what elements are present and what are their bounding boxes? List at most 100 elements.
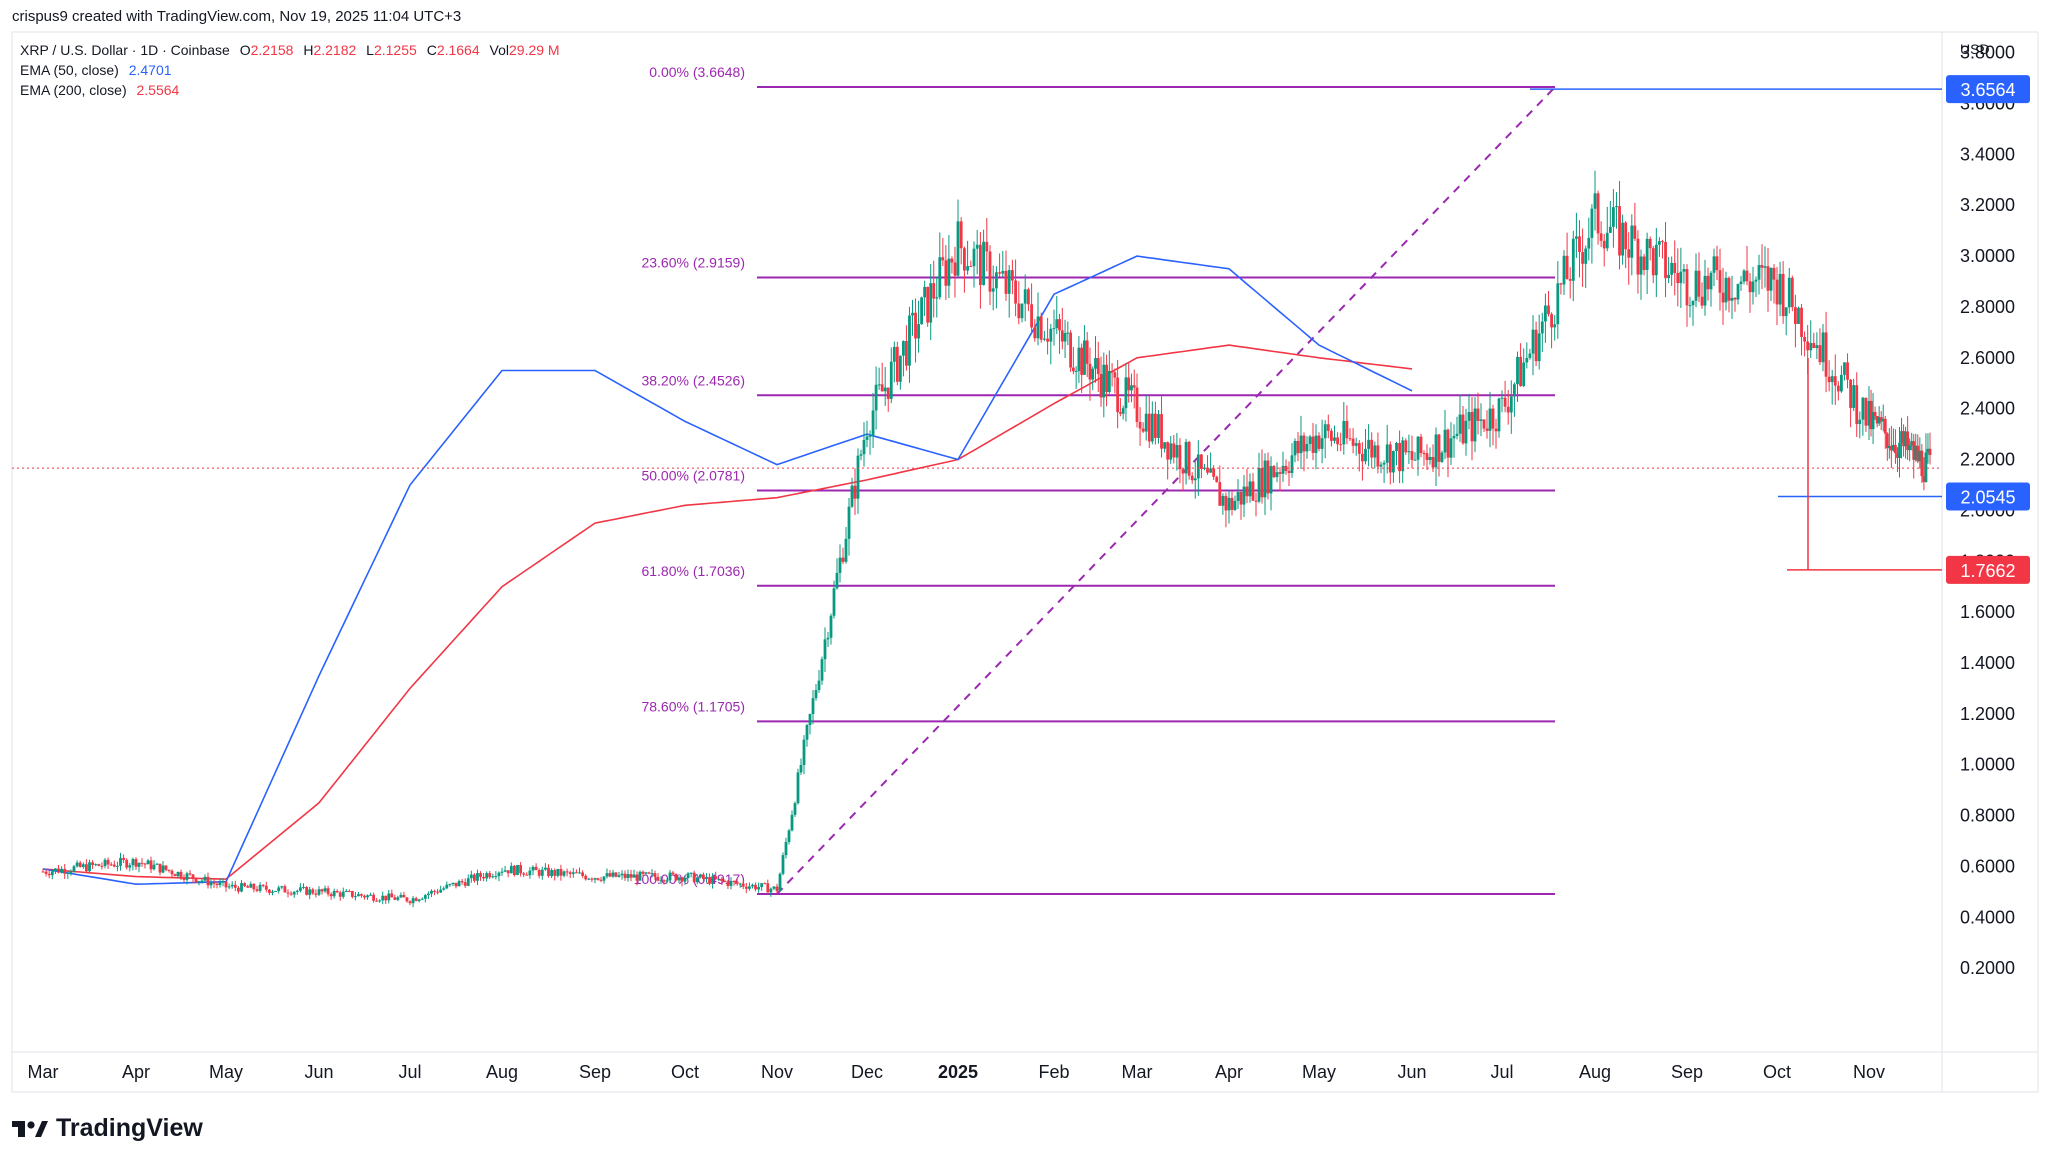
candle-body <box>466 878 470 886</box>
candle-body <box>671 872 675 874</box>
ohlc-low: 2.1255 <box>373 42 417 58</box>
legend-ema50-row[interactable]: EMA (50, close) 2.4701 <box>20 60 566 80</box>
candle-body <box>847 506 851 539</box>
candle-body <box>420 898 424 900</box>
candle-body <box>799 764 803 773</box>
candle-body <box>1568 278 1572 281</box>
candle-body <box>1924 452 1928 482</box>
candle-body <box>1479 419 1483 421</box>
candle-body <box>1333 437 1336 441</box>
candle-body <box>674 873 678 881</box>
candle-body <box>738 883 742 885</box>
candle-body <box>1624 222 1628 250</box>
candle-body <box>1007 270 1011 294</box>
candle-body <box>1473 408 1477 442</box>
candle-body <box>292 891 296 895</box>
candle-body <box>1547 305 1550 315</box>
fib-level-label: 23.60% (2.9159) <box>641 254 745 270</box>
candle-body <box>221 881 225 883</box>
candle-body <box>1413 459 1417 461</box>
candle-body <box>411 898 415 904</box>
candle-body <box>103 859 107 867</box>
candle-body <box>1537 333 1541 362</box>
candle-body <box>332 890 336 897</box>
candle-body <box>134 859 138 867</box>
candle-body <box>116 865 119 867</box>
candle-body <box>375 900 379 902</box>
candle-body <box>629 874 633 878</box>
candle-body <box>1398 443 1401 472</box>
candle-body <box>995 272 998 289</box>
candle-body <box>1063 333 1067 342</box>
candle-body <box>354 896 357 898</box>
candle-body <box>97 864 101 866</box>
candle-body <box>1263 460 1267 498</box>
candle-body <box>1425 453 1429 460</box>
candle-body <box>966 266 969 271</box>
candle-body <box>689 872 693 874</box>
candle-body <box>1879 417 1883 422</box>
candle-body <box>972 248 976 267</box>
candle-body <box>338 892 342 897</box>
candle-body <box>1506 406 1510 413</box>
y-tick-label: 0.8000 <box>1960 806 2015 826</box>
candle-body <box>1130 385 1133 391</box>
candle-body <box>1144 413 1148 432</box>
legend-symbol[interactable]: XRP / U.S. Dollar · 1D · Coinbase <box>20 42 230 58</box>
ohlc-high-label: H <box>303 42 314 58</box>
candle-body <box>149 860 153 870</box>
candle-body <box>1193 478 1197 481</box>
candle-body <box>485 873 489 879</box>
candle-body <box>230 884 234 887</box>
candle-body <box>516 865 519 876</box>
tradingview-logo[interactable]: TradingView <box>12 1114 203 1143</box>
candle-body <box>194 878 198 883</box>
candle-body <box>1651 248 1655 276</box>
legend-ema200-row[interactable]: EMA (200, close) 2.5564 <box>20 80 566 100</box>
candle-body <box>638 871 642 881</box>
candle-body <box>1169 443 1173 460</box>
candle-body <box>91 862 94 865</box>
candle-body <box>277 887 281 892</box>
candle-body <box>1587 237 1591 249</box>
candle-body <box>547 867 550 877</box>
candle-body <box>723 880 727 882</box>
candle-body <box>1342 420 1346 445</box>
candle-body <box>534 866 538 871</box>
candle-body <box>1881 418 1885 422</box>
candle-body <box>1212 468 1216 477</box>
candle-body <box>1500 397 1504 399</box>
candle-body <box>1102 364 1106 398</box>
candle-body <box>224 881 228 888</box>
candle-body <box>264 885 268 890</box>
fib-level-label: 50.00% (2.0781) <box>641 468 745 484</box>
candle-body <box>587 878 591 880</box>
y-tick-label: 0.4000 <box>1960 907 2015 927</box>
candle-body <box>578 872 581 874</box>
candle-body <box>1242 486 1246 505</box>
candle-body <box>1055 319 1059 329</box>
price-tag-box <box>1946 555 2030 584</box>
candle-body <box>350 891 354 897</box>
candle-body <box>1224 495 1228 511</box>
candle-body <box>305 887 308 895</box>
candle-body <box>1119 412 1122 414</box>
candle-body <box>1618 206 1621 256</box>
candle-body <box>1382 462 1386 465</box>
candle-body <box>476 873 479 881</box>
candle-body <box>914 312 917 339</box>
candle-body <box>1920 450 1924 477</box>
candle-body <box>1379 464 1383 467</box>
candle-body <box>1694 270 1698 301</box>
candle-body <box>1284 465 1288 471</box>
candle-body <box>874 384 878 411</box>
currency-label[interactable]: USD <box>1960 41 1990 57</box>
candle-body <box>203 876 207 881</box>
candle-body <box>1141 428 1145 432</box>
candle-body <box>1873 412 1877 416</box>
candle-body <box>1540 321 1544 334</box>
tradingview-brand: TradingView <box>56 1114 203 1142</box>
candle-body <box>215 883 219 886</box>
candle-body <box>1916 445 1920 462</box>
